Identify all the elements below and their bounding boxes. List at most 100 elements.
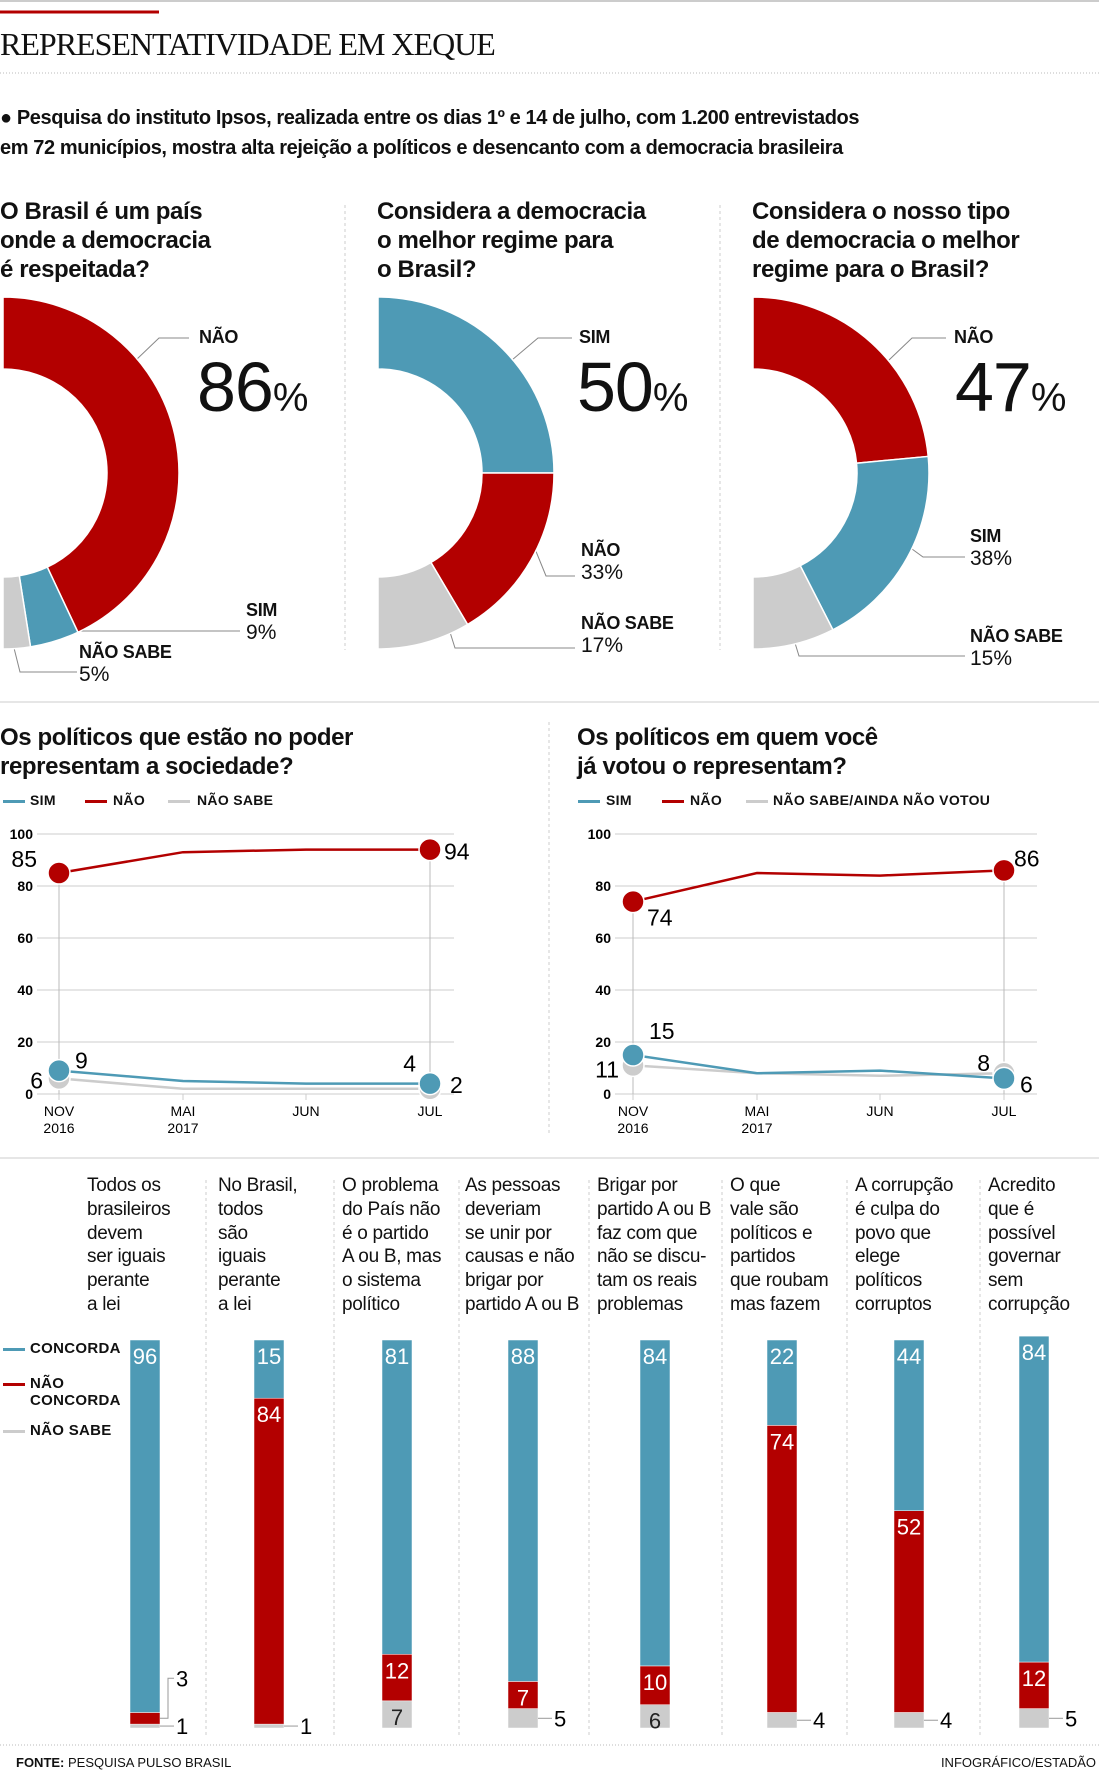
donut-3-big-value: 47% xyxy=(955,352,1067,433)
data-label-sim: 9 xyxy=(75,1048,88,1074)
legend-swatch-nao-sabe xyxy=(3,1430,25,1433)
donut-1-label-nao: NÃO xyxy=(199,327,239,347)
bar-value-concorda: 96 xyxy=(133,1344,157,1369)
bar-segment-concorda xyxy=(507,1339,539,1682)
legend-label: NÃO SABE xyxy=(30,1422,112,1439)
title-line: de democracia o melhor xyxy=(752,227,1020,254)
bar-segment-n-o-sabe xyxy=(1018,1708,1050,1729)
data-label-n-o-sabe-ainda-n-o-votou: 8 xyxy=(977,1050,990,1076)
legend-label: SIM xyxy=(30,792,56,808)
statement-line: iguais xyxy=(218,1246,266,1268)
bullet-icon: ● xyxy=(0,107,17,129)
y-tick-label: 0 xyxy=(25,1086,33,1102)
donut-slice-n-o xyxy=(2,296,180,634)
bar-value-n-o-sabe: 1 xyxy=(176,1714,188,1739)
title-line: representam a sociedade? xyxy=(0,753,294,780)
page-title: REPRESENTATIVIDADE EM XEQUE xyxy=(0,26,496,62)
statement-label: Acredito que é possível governar sem corrupçã… xyxy=(988,1174,1070,1317)
statement-line: corruptos xyxy=(855,1293,932,1315)
data-point-sim xyxy=(47,1058,71,1083)
legend-swatch-nao-sabe xyxy=(168,800,190,803)
donut-slice-sim xyxy=(799,455,930,631)
series-line-n-o xyxy=(58,848,430,875)
bar-value-n-o-sabe: 1 xyxy=(300,1714,312,1739)
leader-line xyxy=(448,628,575,649)
legend-label: SIM xyxy=(606,792,632,808)
donut-slice-n-o-sabe xyxy=(377,561,469,650)
statement-line: Brigar por xyxy=(597,1175,678,1196)
title-line: o melhor regime para xyxy=(377,227,614,254)
statement-line: povo que xyxy=(855,1222,931,1244)
donut-3-title: Considera o nosso tipo de democracia o m… xyxy=(752,197,1020,284)
statement-line: perante xyxy=(218,1270,281,1292)
bar-segment-n-o-concorda xyxy=(639,1665,671,1705)
bar-segment-n-o-sabe xyxy=(507,1708,539,1729)
bar-value-n-o-sabe: 4 xyxy=(940,1708,952,1733)
statement-line: não se discu- xyxy=(597,1246,707,1268)
statement-line: O problema xyxy=(342,1175,439,1196)
donut-slice-sim xyxy=(377,296,555,474)
donut-3-value-nao-sabe: 15% xyxy=(970,647,1012,671)
value: 17 xyxy=(581,634,605,657)
bar-value-n-o-concorda: 74 xyxy=(770,1429,794,1454)
title-line: é respeitada? xyxy=(0,256,150,283)
statement-line: partido A ou B xyxy=(597,1198,712,1220)
unit: % xyxy=(257,621,277,644)
intro-line-1: ● Pesquisa do instituto Ipsos, realizada… xyxy=(0,107,860,129)
donut-1-label-sim: SIM xyxy=(246,600,278,620)
statement-line: sem xyxy=(988,1270,1023,1292)
donut-2-big-value: 50% xyxy=(577,352,689,433)
data-label-n-o-sabe-ainda-n-o-votou: 11 xyxy=(595,1056,619,1082)
leader-line xyxy=(511,337,572,361)
data-label-sim: 4 xyxy=(403,1051,416,1077)
bar-value-n-o-concorda: 10 xyxy=(643,1670,667,1695)
statement-line: o sistema xyxy=(342,1270,421,1292)
bar-segment-n-o-concorda xyxy=(381,1654,413,1702)
value: 15 xyxy=(970,647,994,670)
statement-line: Todos os xyxy=(87,1175,161,1196)
bar-value-n-o-concorda: 52 xyxy=(897,1515,921,1540)
statement-line: que roubam xyxy=(730,1270,829,1292)
leader-line xyxy=(135,337,189,361)
donut-charts xyxy=(2,296,930,650)
bar-value-concorda: 44 xyxy=(897,1344,921,1369)
x-tick-label: 2017 xyxy=(167,1120,198,1136)
value: 50 xyxy=(577,348,654,426)
leader-line xyxy=(911,548,965,558)
series-line-n-o xyxy=(632,869,1005,903)
donut-2-label-nao: NÃO xyxy=(581,540,621,560)
donut-2-value-nao-sabe: 17% xyxy=(581,634,623,658)
statement-line: A ou B, mas xyxy=(342,1246,442,1268)
value: 33 xyxy=(581,561,605,584)
unit: % xyxy=(652,376,689,420)
statement-line: é o partido xyxy=(342,1222,429,1244)
x-tick-label: NOV xyxy=(44,1103,75,1119)
donut-3-value-sim: 38% xyxy=(970,547,1012,571)
data-label-sim: 6 xyxy=(1020,1071,1033,1097)
value: 38 xyxy=(970,547,994,570)
x-tick-label: 2016 xyxy=(617,1120,648,1136)
legend-label: NÃO xyxy=(113,792,146,808)
data-label-n-o-sabe: 2 xyxy=(450,1072,463,1098)
statement-line: devem xyxy=(87,1222,143,1244)
statement-line: se unir por xyxy=(465,1222,552,1244)
bar-segment-n-o-sabe xyxy=(766,1712,798,1729)
unit: % xyxy=(993,547,1013,570)
statement-line: são xyxy=(218,1222,248,1244)
value: 5 xyxy=(79,663,91,686)
title-line: onde a democracia xyxy=(0,227,211,254)
donut-1-title: O Brasil é um país onde a democracia é r… xyxy=(0,197,211,284)
leader-line xyxy=(160,1677,174,1719)
title-line: já votou o representam? xyxy=(577,753,847,780)
leader-lines xyxy=(13,337,965,673)
legend-swatch-nao-sabe xyxy=(746,800,768,803)
statement-label: No Brasil, todos são iguais perante a lei xyxy=(218,1174,298,1317)
credit: INFOGRÁFICO/ESTADÃO xyxy=(940,1755,1096,1770)
unit: % xyxy=(1030,376,1067,420)
series-line-sim xyxy=(632,1053,1005,1080)
statement-label: O problema do País não é o partido A ou B, … xyxy=(342,1174,441,1317)
donut-3-label-sim: SIM xyxy=(970,526,1002,546)
